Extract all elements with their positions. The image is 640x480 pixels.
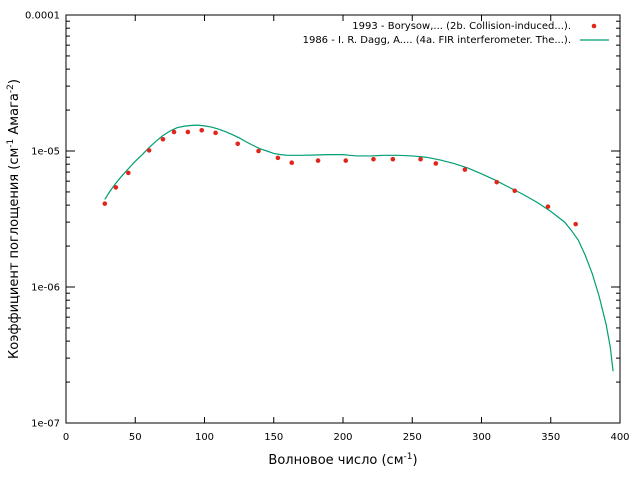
scatter-point <box>462 167 468 172</box>
scatter-point <box>160 136 166 142</box>
x-tick-label: 150 <box>264 432 283 443</box>
line-series <box>104 124 614 372</box>
scatter-point <box>315 158 321 163</box>
scatter-point <box>213 130 218 136</box>
scatter-point <box>512 188 518 194</box>
scatter-point <box>102 201 108 206</box>
x-tick-label: 200 <box>333 432 352 443</box>
x-tick-label: 350 <box>541 432 560 443</box>
scatter-point <box>418 156 423 162</box>
scatter-point <box>573 221 578 227</box>
scatter-point <box>494 179 500 185</box>
scatter-point <box>126 170 131 176</box>
scatter-series <box>102 127 578 227</box>
scatter-point <box>343 158 349 163</box>
plot-frame <box>65 14 621 424</box>
scatter-point <box>371 156 376 162</box>
scatter-point <box>390 156 396 162</box>
y-tick-label: 1e-05 <box>31 147 60 158</box>
x-axis: 0 50 100 150 200 250 300 350 400 <box>63 15 630 443</box>
x-tick-label: 50 <box>129 432 142 443</box>
scatter-point <box>433 161 439 166</box>
legend-marker-borysow <box>591 23 597 29</box>
scatter-point <box>185 129 191 135</box>
y-axis: 1e-07 1e-06 1e-05 0.0001 <box>25 11 620 430</box>
x-tick-label: 400 <box>610 432 629 443</box>
series-line-dagg <box>104 124 614 372</box>
scatter-point <box>146 148 152 153</box>
scatter-point <box>171 129 177 135</box>
x-tick-label: 0 <box>63 432 69 443</box>
y-tick-label: 1e-06 <box>31 283 60 294</box>
scatter-point <box>256 148 261 154</box>
x-tick-label: 100 <box>195 432 214 443</box>
legend: 1993 - Borysow,... (2b. Collision-induce… <box>303 21 609 46</box>
plot-area <box>65 14 621 424</box>
y-tick-label: 1e-07 <box>31 419 60 430</box>
scatter-point <box>545 204 551 209</box>
x-axis-title: Волновое число (см-1) <box>268 452 417 468</box>
y-axis-title: Коэффициент поглощения (см-1 Амага-2) <box>6 79 22 359</box>
scatter-point <box>113 185 119 190</box>
legend-label-dagg: 1986 - I. R. Dagg, A.... (4a. FIR interf… <box>303 35 571 46</box>
y-tick-label: 0.0001 <box>25 11 60 22</box>
x-tick-label: 300 <box>472 432 491 443</box>
scatter-point <box>235 141 241 147</box>
scatter-point <box>199 127 205 133</box>
x-tick-label: 250 <box>403 432 422 443</box>
scatter-point <box>289 160 295 166</box>
scatter-point <box>275 155 281 161</box>
legend-label-borysow: 1993 - Borysow,... (2b. Collision-induce… <box>352 21 571 32</box>
